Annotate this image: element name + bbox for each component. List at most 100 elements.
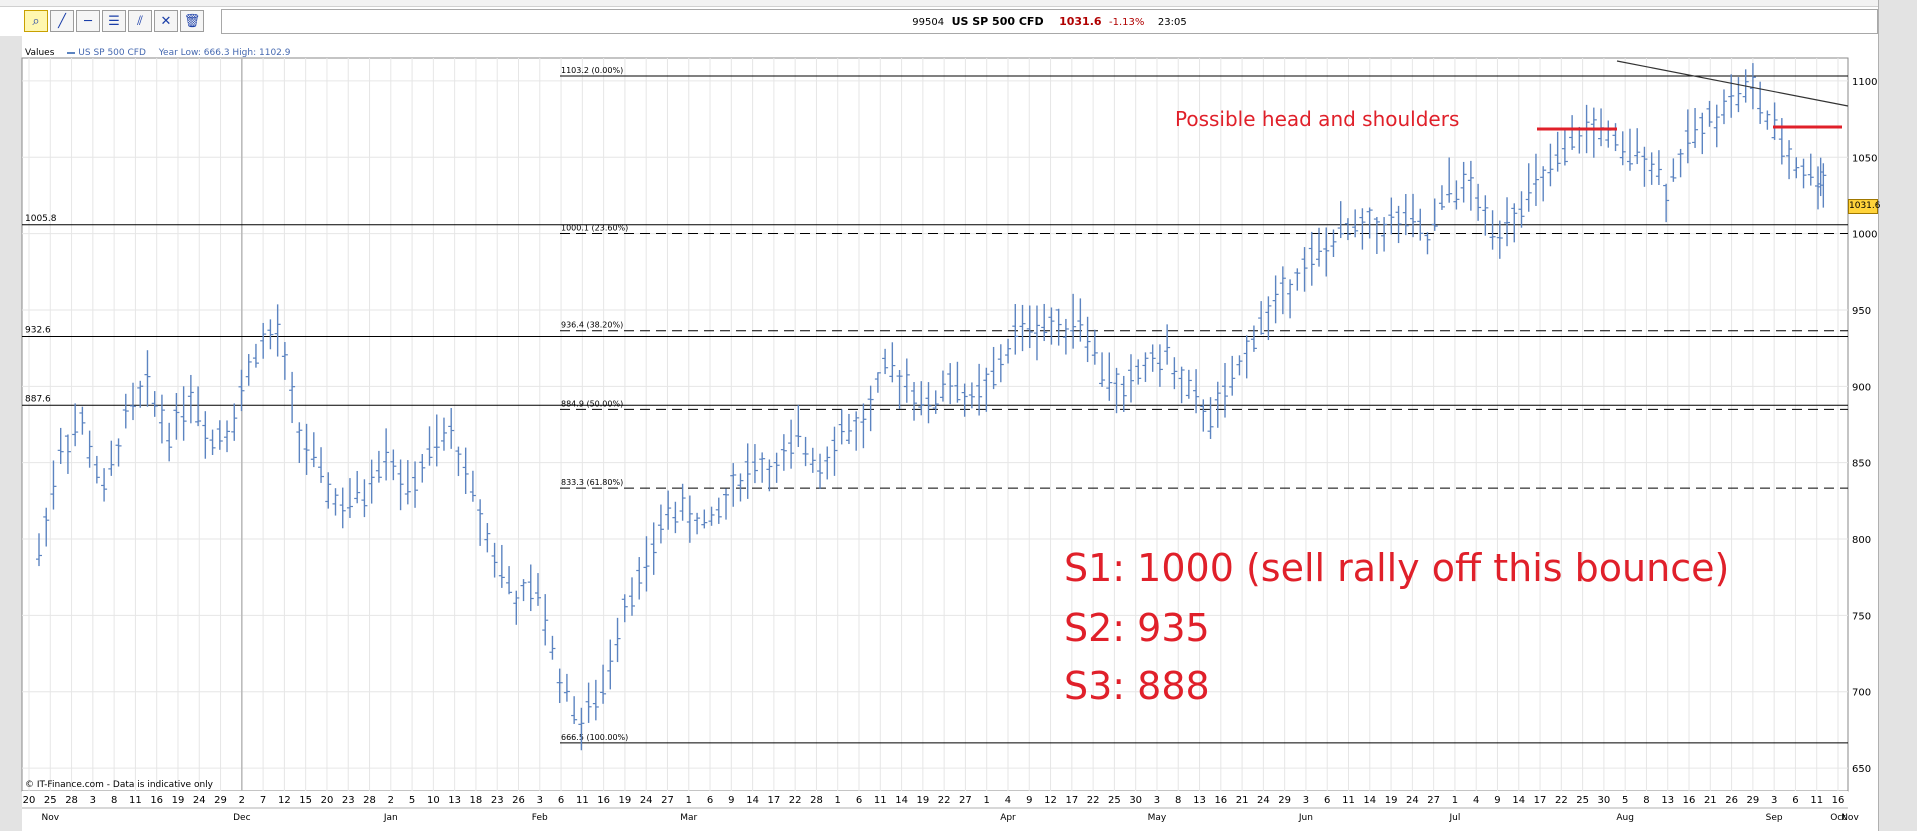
legend-year-range: Year Low: 666.3 High: 1102.9 [158, 48, 291, 58]
x-tick-label: 16 [1214, 795, 1227, 806]
x-month-label: Feb [532, 813, 548, 823]
plot-area [21, 57, 1849, 792]
instrument-name: US SP 500 CFD [951, 15, 1044, 28]
x-tick-label: 1 [686, 795, 692, 806]
toolbar: ⌕ ╱ ─ ☰ ⫽ ✕ 🗑 [24, 10, 204, 33]
x-month-label: Aug [1616, 813, 1634, 823]
x-month-label: Sep [1766, 813, 1783, 823]
x-tick-label: 28 [363, 795, 376, 806]
fibonacci-label: 833.3 (61.80%) [561, 478, 623, 487]
header-text: 99504 US SP 500 CFD 1031.6 -1.13% 23:05 [222, 15, 1877, 28]
x-tick-label: 8 [1175, 795, 1181, 806]
left-border [0, 36, 22, 831]
x-tick-label: 30 [1598, 795, 1611, 806]
right-border [1878, 0, 1917, 831]
horizontal-line-label: 1005.8 [25, 214, 57, 224]
x-tick-label: 24 [1406, 795, 1419, 806]
x-tick-label: 6 [1792, 795, 1798, 806]
legend-swatch [67, 51, 76, 54]
trendline [1616, 60, 1849, 107]
x-tick-label: 19 [172, 795, 185, 806]
x-tick-label: 17 [1534, 795, 1547, 806]
x-tick-label: 27 [959, 795, 972, 806]
x-tick-label: 25 [1576, 795, 1589, 806]
cross-line-icon[interactable]: ✕ [154, 10, 178, 32]
x-tick-label: 16 [1683, 795, 1696, 806]
x-tick-label: 8 [1643, 795, 1649, 806]
x-tick-label: 3 [1154, 795, 1160, 806]
x-tick-label: 17 [768, 795, 781, 806]
x-tick-label: 25 [1108, 795, 1121, 806]
line-icon[interactable]: ╱ [50, 10, 74, 32]
x-tick-label: 27 [661, 795, 674, 806]
x-tick-label: 11 [874, 795, 887, 806]
instrument-header: 99504 US SP 500 CFD 1031.6 -1.13% 23:05 [221, 9, 1878, 34]
x-tick-label: 16 [597, 795, 610, 806]
horizontal-line-icon[interactable]: ─ [76, 10, 100, 32]
x-month-label: Oct [1830, 813, 1846, 823]
x-tick-label: 21 [1236, 795, 1249, 806]
x-month-label: Nov [41, 813, 59, 823]
support-3-annotation: S3: 888 [1064, 664, 1210, 708]
x-month-label: Apr [1000, 813, 1016, 823]
head-shoulders-annotation: Possible head and shoulders [1175, 107, 1460, 131]
x-tick-label: 5 [409, 795, 415, 806]
x-tick-label: 14 [895, 795, 908, 806]
instrument-code: 99504 [912, 17, 945, 28]
fibonacci-label: 666.5 (100.00%) [561, 733, 628, 742]
fibonacci-icon[interactable]: ☰ [102, 10, 126, 32]
x-month-label: Dec [233, 813, 250, 823]
x-tick-label: 27 [1427, 795, 1440, 806]
x-tick-label: 14 [1512, 795, 1525, 806]
x-tick-label: 21 [1704, 795, 1717, 806]
x-tick-label: 29 [1278, 795, 1291, 806]
y-tick-label: 1050 [1852, 153, 1877, 164]
x-tick-label: 30 [1129, 795, 1142, 806]
x-tick-label: 3 [1303, 795, 1309, 806]
y-tick-label: 700 [1852, 688, 1871, 699]
y-tick-label: 850 [1852, 459, 1871, 470]
x-tick-label: 6 [558, 795, 564, 806]
x-tick-label: 13 [448, 795, 461, 806]
x-tick-label: 1 [1452, 795, 1458, 806]
x-tick-label: 14 [1363, 795, 1376, 806]
x-tick-label: 15 [299, 795, 312, 806]
support-2-annotation: S2: 935 [1064, 606, 1210, 650]
x-tick-label: 7 [260, 795, 266, 806]
x-tick-label: 1 [984, 795, 990, 806]
x-tick-label: 6 [707, 795, 713, 806]
x-tick-label: 11 [576, 795, 589, 806]
x-tick-label: 22 [789, 795, 802, 806]
x-month-label: Mar [680, 813, 697, 823]
x-tick-label: 9 [728, 795, 734, 806]
current-price-tag: 1031.6 [1848, 199, 1881, 214]
x-tick-label: 24 [640, 795, 653, 806]
last-price: 1031.6 [1059, 15, 1102, 28]
x-tick-label: 9 [1494, 795, 1500, 806]
x-tick-label: 19 [1385, 795, 1398, 806]
y-tick-label: 950 [1852, 306, 1871, 317]
x-month-label: May [1148, 813, 1167, 823]
x-tick-label: 2 [388, 795, 394, 806]
y-tick-label: 1000 [1852, 230, 1877, 241]
x-tick-label: 22 [1087, 795, 1100, 806]
x-tick-label: 4 [1005, 795, 1011, 806]
x-tick-label: 20 [23, 795, 36, 806]
x-tick-label: 24 [193, 795, 206, 806]
x-tick-label: 22 [938, 795, 951, 806]
x-tick-label: 12 [278, 795, 291, 806]
x-tick-label: 18 [470, 795, 483, 806]
parallel-lines-icon[interactable]: ⫽ [128, 10, 152, 32]
x-tick-label: 13 [1661, 795, 1674, 806]
x-tick-label: 19 [619, 795, 632, 806]
fibonacci-label: 1103.2 (0.00%) [561, 66, 623, 75]
x-tick-label: 23 [491, 795, 504, 806]
x-tick-label: 3 [537, 795, 543, 806]
x-axis-strip [22, 791, 1848, 831]
x-tick-label: 16 [150, 795, 163, 806]
zoom-icon[interactable]: ⌕ [24, 10, 48, 32]
legend: Values US SP 500 CFD Year Low: 666.3 Hig… [25, 48, 291, 58]
y-tick-label: 750 [1852, 611, 1871, 622]
trash-icon[interactable]: 🗑 [180, 10, 204, 32]
